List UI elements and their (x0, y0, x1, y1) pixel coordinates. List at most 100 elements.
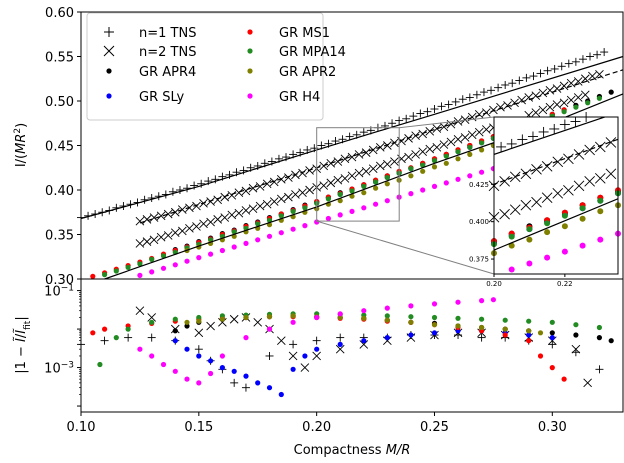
data-point (465, 93, 474, 102)
marker-stroke (149, 235, 159, 245)
data-point (225, 170, 234, 179)
data-point (596, 324, 603, 331)
data-point (573, 180, 585, 192)
marker-stroke (163, 209, 173, 219)
marker-stroke (253, 317, 263, 327)
data-point (580, 74, 590, 84)
data-point (563, 184, 574, 196)
data-point (255, 182, 265, 191)
legend: n=1 TNS n=2 TNS GR APR4 GR SLy GR MS1 GR… (86, 12, 346, 121)
data-point (384, 305, 390, 311)
data-point (219, 247, 225, 254)
data-point (496, 141, 507, 152)
data-point (196, 255, 202, 261)
marker-stroke (453, 134, 463, 144)
data-point (541, 161, 553, 172)
data-point (383, 141, 392, 150)
data-point (219, 316, 225, 322)
data-point (172, 328, 178, 334)
marker-stroke (241, 206, 251, 215)
data-point (302, 205, 308, 211)
data-point (160, 253, 167, 259)
inset-connector-bottom (316, 220, 495, 275)
data-point (172, 262, 178, 268)
data-point (526, 328, 532, 334)
data-point (479, 88, 488, 97)
data-point (135, 239, 145, 248)
data-point (406, 333, 416, 342)
data-point (544, 220, 551, 227)
y-tick-label: 0.35 (45, 229, 74, 244)
data-point (137, 261, 143, 267)
data-point (262, 179, 272, 189)
data-point (284, 192, 293, 202)
data-point (149, 269, 155, 275)
data-point (337, 212, 343, 218)
data-point (326, 158, 336, 168)
data-point (608, 89, 614, 95)
data-point (597, 197, 604, 204)
data-point (312, 351, 321, 361)
data-point (373, 179, 379, 185)
data-point (593, 50, 602, 59)
marker-stroke (383, 336, 392, 345)
marker-stroke (547, 336, 557, 345)
data-point (402, 114, 411, 123)
data-point (537, 330, 544, 336)
data-point (337, 311, 343, 317)
data-point (124, 333, 133, 342)
data-point (595, 365, 604, 374)
data-point (561, 109, 567, 115)
legend-marker-dot (247, 93, 253, 99)
data-point (284, 173, 293, 182)
data-point (384, 313, 390, 319)
data-point (416, 109, 425, 118)
data-point (289, 340, 298, 349)
data-point (290, 226, 296, 232)
data-point (559, 81, 569, 91)
marker-stroke (605, 137, 617, 148)
data-point (474, 127, 484, 137)
data-point (573, 104, 579, 110)
marker-stroke (185, 223, 194, 233)
data-point (241, 186, 251, 196)
data-point (206, 197, 215, 206)
data-point (265, 351, 274, 360)
bottom-axes-frame (80, 278, 624, 413)
legend-marker-dot (106, 68, 112, 74)
marker-stroke (552, 100, 562, 109)
data-point (147, 313, 157, 322)
data-point (160, 265, 167, 271)
data-point (178, 226, 187, 236)
data-point (482, 125, 491, 134)
data-point (494, 83, 503, 92)
data-point (380, 121, 389, 130)
marker-stroke (588, 71, 597, 81)
marker-stroke (354, 150, 364, 159)
marker-stroke (170, 228, 180, 238)
data-point (550, 64, 559, 73)
data-point (135, 306, 145, 316)
data-point (326, 178, 336, 188)
marker-stroke (361, 148, 371, 157)
legend-marker-dot (247, 68, 253, 74)
marker-stroke (531, 164, 542, 175)
data-point (573, 149, 585, 160)
marker-stroke (531, 108, 541, 117)
data-point (231, 244, 237, 250)
data-point (172, 368, 178, 374)
marker-stroke (312, 351, 321, 361)
data-point (455, 149, 461, 155)
bottom-y-axis-label: |1 − Ĩ/Ĩfit| (13, 316, 33, 373)
marker-stroke (359, 340, 369, 349)
data-point (312, 336, 321, 345)
marker-stroke (509, 171, 521, 183)
marker-stroke (383, 159, 392, 169)
data-point (605, 137, 617, 148)
data-point (526, 338, 532, 344)
data-point (573, 77, 583, 86)
inset-y-ticks: 0.375 0.400 0.425 (469, 181, 494, 264)
data-point (531, 164, 542, 175)
marker-stroke (482, 125, 491, 134)
data-point (467, 173, 473, 179)
